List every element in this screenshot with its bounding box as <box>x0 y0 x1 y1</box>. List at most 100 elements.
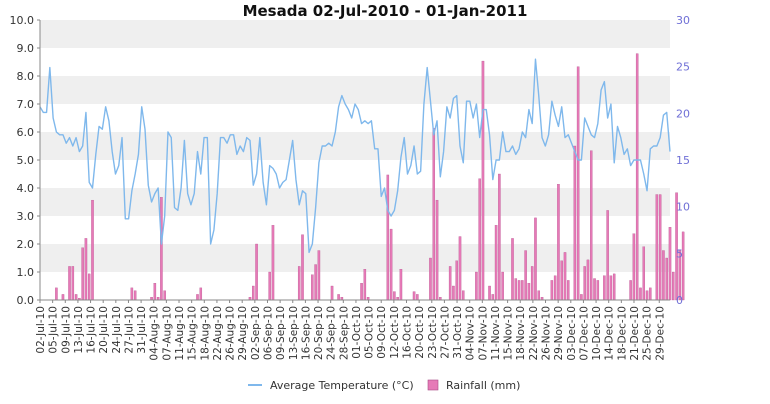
rainfall-bar <box>196 294 199 301</box>
left-tick-label: 10.0 <box>10 14 35 27</box>
x-tick-label: 09-Oct-10 <box>376 306 388 359</box>
rainfall-bar <box>87 273 91 301</box>
rainfall-bar <box>337 294 340 301</box>
rainfall-bar <box>612 273 616 301</box>
rainfall-bar <box>475 271 478 301</box>
x-tick-label: 11-Nov-10 <box>490 306 502 361</box>
x-tick-label: 14-Dec-10 <box>604 306 616 361</box>
rainfall-bar <box>573 145 577 301</box>
x-tick-label: 25-Dec-10 <box>642 306 654 361</box>
x-tick-label: 20-Sep-10 <box>313 306 325 360</box>
rainfall-bar <box>560 260 563 301</box>
x-tick-label: 13-Sep-10 <box>288 306 300 360</box>
rainfall-bar <box>91 199 94 301</box>
rainfall-bar <box>658 194 662 301</box>
rainfall-bar <box>455 260 458 301</box>
x-tick-label: 02-Jul-10 <box>35 306 47 354</box>
rainfall-bar <box>297 266 301 301</box>
x-tick-label: 09-Jul-10 <box>60 306 72 354</box>
rainfall-bar <box>255 243 258 301</box>
x-tick-label: 24-Jul-10 <box>111 306 123 354</box>
rainfall-bar <box>68 266 71 301</box>
x-tick-label: 01-Oct-10 <box>351 306 363 359</box>
x-tick-label: 05-Oct-10 <box>364 306 376 359</box>
rainfall-bar <box>74 294 78 301</box>
rainfall-bar <box>645 290 649 301</box>
chart-title: Mesada 02-Jul-2010 - 01-Jan-2011 <box>243 2 528 20</box>
x-tick-label: 16-Jul-10 <box>86 306 98 354</box>
rainfall-bar <box>71 266 75 301</box>
x-tick-label: 07-Nov-10 <box>477 306 489 361</box>
rainfall-bar <box>130 287 134 301</box>
left-tick-label: 3.0 <box>17 210 35 223</box>
rainfall-bar <box>360 283 363 301</box>
rainfall-bar <box>603 275 606 301</box>
rainfall-bar <box>268 271 271 301</box>
rainfall-bar <box>153 283 157 301</box>
rainfall-bar <box>576 66 580 301</box>
right-tick-label: 0 <box>676 294 683 307</box>
x-tick-label: 31-Oct-10 <box>452 306 464 359</box>
right-tick-label: 20 <box>676 107 690 120</box>
rainfall-bar <box>412 291 416 301</box>
rainfall-bar <box>629 280 632 301</box>
rainfall-bar <box>481 60 485 301</box>
x-tick-label: 24-Sep-10 <box>326 306 338 360</box>
x-tick-label: 11-Aug-10 <box>174 306 186 361</box>
rainfall-bar <box>429 257 432 301</box>
x-tick-label: 16-Sep-10 <box>300 306 312 360</box>
rainfall-bar <box>81 247 84 301</box>
right-tick-label: 25 <box>676 61 690 74</box>
x-tick-label: 16-Oct-10 <box>401 306 413 359</box>
rainfall-bar <box>133 290 137 301</box>
rainfall-bars <box>55 53 685 301</box>
left-tick-label: 8.0 <box>17 70 35 83</box>
rainfall-bar <box>311 274 314 301</box>
rainfall-bar <box>163 290 166 301</box>
rainfall-bar <box>478 178 481 301</box>
rainfall-bar <box>534 217 537 301</box>
rainfall-bar <box>521 280 524 301</box>
left-tick-label: 4.0 <box>17 182 35 195</box>
right-tick-label: 30 <box>676 14 690 27</box>
rainfall-bar <box>458 236 462 301</box>
x-tick-label: 18-Nov-10 <box>515 306 527 361</box>
grid-band <box>40 188 670 216</box>
grid-band <box>40 20 670 48</box>
rainfall-bar <box>678 250 682 301</box>
tick-labels: 0.0 1.0 2.0 3.0 4.0 5.0 6.0 7.0 8.0 9.0 10.0 0 5 10 15… <box>10 14 691 361</box>
rainfall-bar <box>550 280 554 301</box>
x-tick-label: 07-Dec-10 <box>578 306 590 361</box>
x-tick-label: 13-Jul-10 <box>73 306 85 354</box>
x-tick-label: 27-Oct-10 <box>439 306 451 359</box>
x-tick-label: 12-Oct-10 <box>389 306 401 359</box>
left-tick-label: 7.0 <box>17 98 35 111</box>
rainfall-bar <box>84 238 88 301</box>
left-tick-label: 6.0 <box>17 126 35 139</box>
rainfall-bar <box>527 283 531 301</box>
x-tick-label: 28-Sep-10 <box>338 306 350 360</box>
x-tick-label: 04-Nov-10 <box>465 306 477 361</box>
legend-temperature-label: Average Temperature (°C) <box>270 379 414 392</box>
rainfall-bar <box>494 225 498 301</box>
rainfall-bar <box>567 280 570 301</box>
x-tick-label: 29-Dec-10 <box>654 306 666 361</box>
x-tick-label: 07-Aug-10 <box>161 306 173 361</box>
rainfall-bar <box>635 53 639 301</box>
x-tick-label: 05-Jul-10 <box>48 306 60 354</box>
rainfall-bar <box>586 259 590 301</box>
right-tick-label: 10 <box>676 201 690 214</box>
rainfall-bar <box>389 228 393 301</box>
x-tick-label: 22-Nov-10 <box>528 306 540 361</box>
rainfall-bar <box>593 278 596 301</box>
rainfall-bar <box>553 275 557 301</box>
x-tick-label: 15-Aug-10 <box>187 306 199 361</box>
temperature-line <box>39 58 671 254</box>
x-tick-label: 22-Aug-10 <box>212 306 224 361</box>
legend-rainfall-swatch <box>427 379 439 391</box>
x-tick-label: 23-Oct-10 <box>427 306 439 359</box>
rainfall-bar <box>665 257 668 301</box>
x-tick-label: 02-Sep-10 <box>250 306 262 360</box>
rainfall-bar <box>498 173 501 301</box>
